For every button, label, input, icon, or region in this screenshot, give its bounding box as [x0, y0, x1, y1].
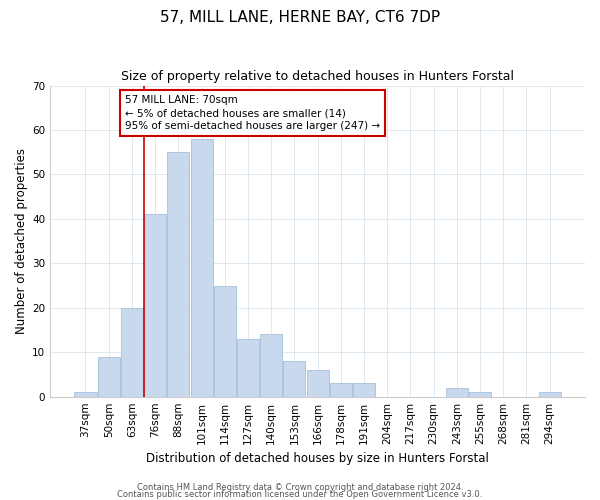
- Bar: [167, 152, 190, 396]
- Bar: [446, 388, 468, 396]
- Bar: [469, 392, 491, 396]
- Bar: [98, 356, 120, 397]
- Bar: [191, 139, 212, 396]
- Bar: [539, 392, 560, 396]
- Bar: [74, 392, 97, 396]
- Y-axis label: Number of detached properties: Number of detached properties: [15, 148, 28, 334]
- Text: Contains HM Land Registry data © Crown copyright and database right 2024.: Contains HM Land Registry data © Crown c…: [137, 484, 463, 492]
- Bar: [353, 384, 375, 396]
- Title: Size of property relative to detached houses in Hunters Forstal: Size of property relative to detached ho…: [121, 70, 514, 83]
- X-axis label: Distribution of detached houses by size in Hunters Forstal: Distribution of detached houses by size …: [146, 452, 489, 465]
- Bar: [260, 334, 282, 396]
- Text: 57, MILL LANE, HERNE BAY, CT6 7DP: 57, MILL LANE, HERNE BAY, CT6 7DP: [160, 10, 440, 25]
- Text: 57 MILL LANE: 70sqm
← 5% of detached houses are smaller (14)
95% of semi-detache: 57 MILL LANE: 70sqm ← 5% of detached hou…: [125, 95, 380, 132]
- Bar: [144, 214, 166, 396]
- Bar: [307, 370, 329, 396]
- Bar: [330, 384, 352, 396]
- Bar: [237, 339, 259, 396]
- Text: Contains public sector information licensed under the Open Government Licence v3: Contains public sector information licen…: [118, 490, 482, 499]
- Bar: [121, 308, 143, 396]
- Bar: [283, 361, 305, 396]
- Bar: [214, 286, 236, 397]
